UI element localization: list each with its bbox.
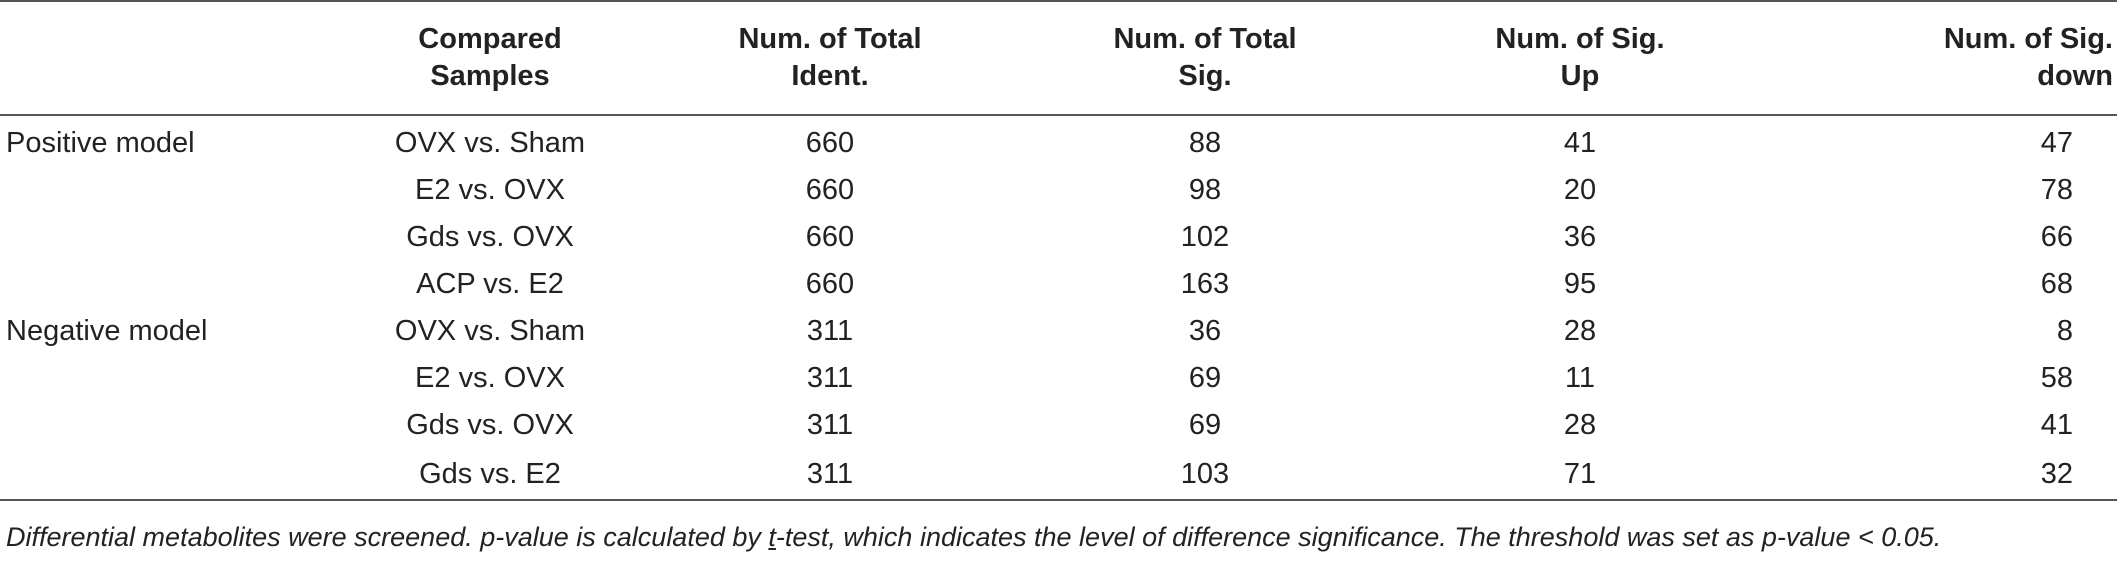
table-row: Gds vs. E2 311 103 71 32 xyxy=(0,449,2117,500)
header-line: Up xyxy=(1560,60,1600,92)
cell-sig-down: 78 xyxy=(2040,174,2073,206)
cell-sig-down: 58 xyxy=(2040,362,2073,394)
table-row: E2 vs. OVX 660 98 20 78 xyxy=(0,167,2117,214)
cell-total-sig: 69 xyxy=(1188,409,1222,441)
cell-total-ident: 311 xyxy=(806,315,854,347)
cell-total-ident: 311 xyxy=(806,362,854,394)
cell-model: Positive model xyxy=(6,127,195,159)
table-row: ACP vs. E2 660 163 95 68 xyxy=(0,261,2117,308)
cell-total-ident: 311 xyxy=(806,409,854,441)
cell-sig-down: 66 xyxy=(2040,221,2073,253)
cell-total-sig: 102 xyxy=(1180,221,1230,253)
cell-total-sig: 163 xyxy=(1180,268,1230,300)
header-sig-down: Num. of Sig. down xyxy=(1770,1,2117,115)
header-line: down xyxy=(2037,60,2113,92)
header-line: Compared xyxy=(418,23,562,55)
cell-compared-samples: ACP vs. E2 xyxy=(416,268,564,300)
cell-sig-up: 28 xyxy=(1563,315,1597,347)
cell-model xyxy=(0,214,340,261)
header-compared-samples: Compared Samples xyxy=(340,1,640,115)
header-total-ident: Num. of Total Ident. xyxy=(640,1,1020,115)
cell-compared-samples: Gds vs. E2 xyxy=(419,457,561,490)
cell-model: Negative model xyxy=(6,315,208,347)
header-line: Samples xyxy=(430,60,550,92)
cell-total-sig: 103 xyxy=(1180,457,1230,490)
cell-total-sig: 98 xyxy=(1188,174,1222,206)
cell-sig-up: 11 xyxy=(1564,362,1596,394)
cell-sig-down: 8 xyxy=(2056,315,2073,347)
cell-total-ident: 660 xyxy=(805,268,855,300)
cell-sig-up: 36 xyxy=(1563,221,1597,253)
cell-sig-up: 20 xyxy=(1563,174,1597,206)
table-row: Negative model OVX vs. Sham 311 36 28 8 xyxy=(0,308,2117,355)
differential-metabolites-table: Compared Samples Num. of Total Ident. Nu… xyxy=(0,1,2117,500)
cell-compared-samples: Gds vs. OVX xyxy=(406,409,574,441)
header-line: Num. of Sig. xyxy=(1495,23,1665,55)
cell-sig-down: 47 xyxy=(2040,127,2073,159)
table-row: E2 vs. OVX 311 69 11 58 xyxy=(0,355,2117,402)
cell-compared-samples: E2 vs. OVX xyxy=(415,362,565,394)
cell-model xyxy=(0,355,340,402)
footnote-text-start: Differential metabolites were screened. … xyxy=(6,522,769,552)
header-line: Num. of Total xyxy=(738,23,922,55)
cell-sig-up: 28 xyxy=(1563,409,1597,441)
cell-compared-samples: E2 vs. OVX xyxy=(415,174,565,206)
cell-model xyxy=(0,402,340,449)
cell-model xyxy=(0,167,340,214)
table-row: Positive model OVX vs. Sham 660 88 41 47 xyxy=(0,115,2117,167)
cell-compared-samples: OVX vs. Sham xyxy=(394,127,586,159)
header-group xyxy=(0,1,340,115)
cell-total-ident: 660 xyxy=(805,174,855,206)
cell-sig-up: 41 xyxy=(1563,127,1597,159)
cell-total-sig: 36 xyxy=(1188,315,1222,347)
cell-sig-down: 68 xyxy=(2040,268,2073,300)
cell-total-ident: 311 xyxy=(806,457,854,490)
header-line: Ident. xyxy=(791,60,869,92)
table-row: Gds vs. OVX 660 102 36 66 xyxy=(0,214,2117,261)
cell-compared-samples: Gds vs. OVX xyxy=(406,221,574,253)
header-line: Num. of Sig. xyxy=(1943,23,2113,55)
table-header-row: Compared Samples Num. of Total Ident. Nu… xyxy=(0,1,2117,115)
table-footnote: Differential metabolites were screened. … xyxy=(6,522,1941,553)
cell-total-sig: 69 xyxy=(1188,362,1222,394)
footnote-text-end: -test, which indicates the level of diff… xyxy=(775,522,1942,552)
metabolite-table-container: Compared Samples Num. of Total Ident. Nu… xyxy=(0,1,2117,500)
cell-model xyxy=(0,261,340,308)
cell-total-ident: 660 xyxy=(805,127,855,159)
cell-compared-samples: OVX vs. Sham xyxy=(394,315,586,347)
cell-sig-up: 71 xyxy=(1563,457,1597,490)
cell-sig-down: 32 xyxy=(2040,457,2073,490)
cell-total-ident: 660 xyxy=(805,221,855,253)
table-row: Gds vs. OVX 311 69 28 41 xyxy=(0,402,2117,449)
cell-sig-up: 95 xyxy=(1563,268,1597,300)
cell-total-sig: 88 xyxy=(1188,127,1222,159)
cell-sig-down: 41 xyxy=(2040,409,2073,441)
footnote-t-letter: t xyxy=(768,522,776,552)
header-line: Num. of Total xyxy=(1113,23,1297,55)
cell-model xyxy=(0,449,340,500)
header-sig-up: Num. of Sig. Up xyxy=(1390,1,1770,115)
header-line: Sig. xyxy=(1178,60,1232,92)
header-total-sig: Num. of Total Sig. xyxy=(1020,1,1390,115)
